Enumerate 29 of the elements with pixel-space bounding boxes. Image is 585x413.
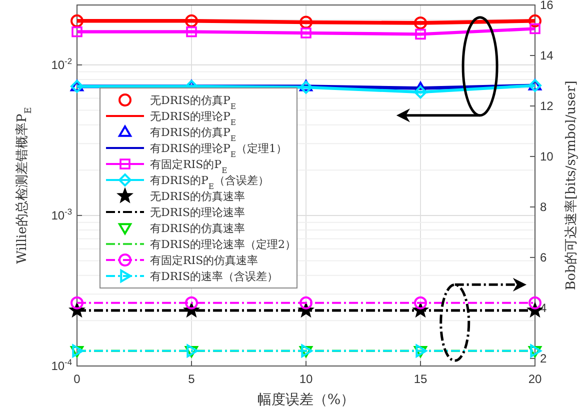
x-tick-label: 5 (188, 372, 196, 386)
y2-tick-label: 8 (540, 200, 547, 214)
y-tick-label: 10$^{-3}$ (51, 206, 72, 222)
y2-tick-label: 2 (540, 351, 547, 366)
legend-label: 无DRIS的仿真速率 (150, 190, 245, 203)
legend-label: 有DRIS的理论P$_{E}$（定理1） (150, 142, 288, 158)
y-tick-label: 10$^{-2}$ (51, 56, 72, 72)
x-tick-label: 0 (74, 372, 81, 386)
y2-tick-label: 12 (540, 98, 554, 113)
legend-label: 有DRIS的理论速率（定理2） (150, 238, 296, 251)
legend-label: 有DRIS的速率（含误差） (150, 270, 278, 283)
y-tick-label: 10$^{-4}$ (51, 357, 72, 373)
x-tick-label: 15 (414, 372, 428, 386)
y2-axis-title: Bob的可达速率[bits/symbol/user] (563, 80, 579, 290)
x-tick-label: 20 (528, 372, 542, 386)
legend-label: 有DRIS的仿真P$_{E}$ (150, 126, 236, 142)
y2-tick-label: 10 (540, 149, 554, 164)
legend-label: 有固定RIS的P$_{E}$ (150, 158, 228, 174)
y2-tick-label: 14 (540, 48, 554, 62)
legend-label: 有DRIS的P$_{E}$（含误差） (150, 174, 270, 190)
y2-tick-label: 6 (540, 250, 547, 264)
legend-label: 有固定RIS的仿真速率 (150, 254, 258, 267)
legend-label: 无DRIS的理论P$_{E}$ (150, 110, 236, 126)
legend-label: 无DRIS的仿真P$_{E}$ (150, 94, 236, 110)
y2-tick-label: 16 (540, 0, 554, 12)
legend-label: 有DRIS的仿真速率 (150, 222, 245, 235)
x-tick-label: 10 (299, 372, 313, 386)
x-axis-title: 幅度误差（%） (257, 392, 355, 408)
legend-label: 无DRIS的理论速率 (150, 206, 245, 219)
